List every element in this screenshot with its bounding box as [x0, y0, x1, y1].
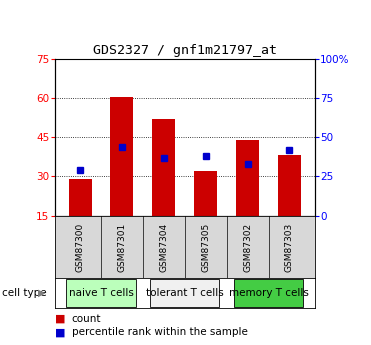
Bar [278, 156, 301, 216]
Text: percentile rank within the sample: percentile rank within the sample [72, 327, 247, 337]
Bar [194, 171, 217, 216]
Title: GDS2327 / gnf1m21797_at: GDS2327 / gnf1m21797_at [93, 45, 277, 58]
Text: naive T cells: naive T cells [69, 288, 134, 298]
Bar [111, 97, 134, 216]
Bar [66, 279, 135, 307]
Text: GSM87301: GSM87301 [118, 223, 127, 272]
Bar [236, 140, 259, 216]
Text: ▶: ▶ [38, 288, 45, 298]
Bar [152, 119, 175, 216]
Text: count: count [72, 314, 101, 324]
Text: ■: ■ [55, 314, 65, 324]
Text: GSM87304: GSM87304 [159, 223, 168, 272]
Text: GSM87300: GSM87300 [76, 223, 85, 272]
Text: ■: ■ [55, 327, 65, 337]
Text: GSM87305: GSM87305 [201, 223, 210, 272]
Bar [234, 279, 303, 307]
Bar [69, 179, 92, 216]
Text: cell type: cell type [2, 288, 46, 298]
Text: tolerant T cells: tolerant T cells [146, 288, 224, 298]
Text: GSM87303: GSM87303 [285, 223, 294, 272]
Text: GSM87302: GSM87302 [243, 223, 252, 272]
Text: memory T cells: memory T cells [229, 288, 308, 298]
Bar [150, 279, 219, 307]
